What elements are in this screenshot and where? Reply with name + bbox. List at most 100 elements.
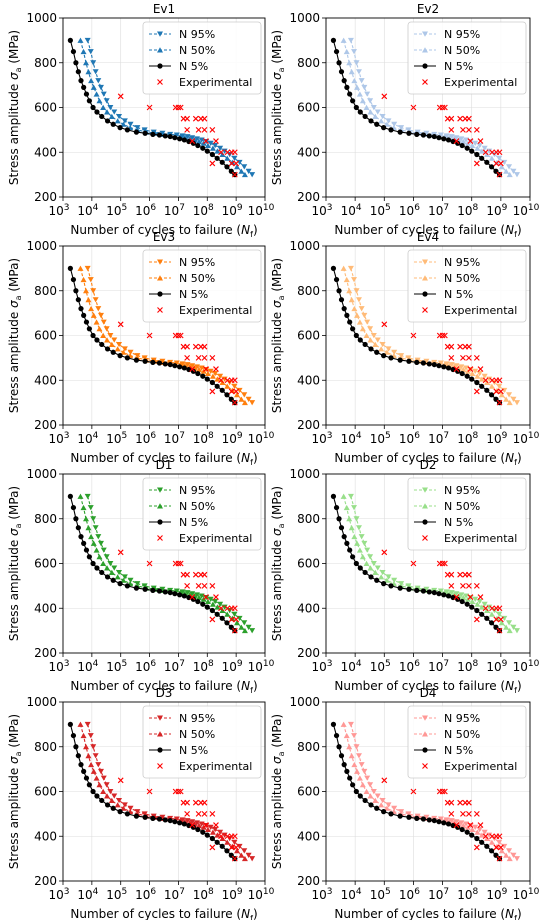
series-n5-point [459,370,465,377]
experimental-point [410,104,417,111]
series-n95-point [514,400,521,406]
experimental-point [117,93,124,100]
series-n50-point [238,396,245,402]
series-n95-point [391,805,398,811]
experimental-point [496,833,503,840]
experimental-point [184,799,191,806]
x-tick-exponent: 10 [263,203,275,213]
x-tick-exponent: 3 [327,203,333,213]
series-n95-point [116,569,123,576]
series-n5-point [190,596,196,602]
series-n95-point [127,805,134,811]
series-n5-point [75,525,81,531]
series-n95-point [476,371,483,377]
series-n5-point [341,762,347,768]
x-axis-label-part: Number of cycles to failure ( [70,223,241,237]
x-tick-label: 106 [135,203,156,218]
x-tick-label: 107 [428,431,449,446]
y-axis-label-part: (MPa) [7,486,21,524]
experimental-point [201,343,208,350]
series-n95-point [92,525,99,531]
series-n5-point [117,809,123,815]
legend-label: N 5% [179,60,208,73]
x-axis-label-part: Number of cycles to failure ( [70,451,241,465]
x-axis-label-part: f [514,230,517,239]
experimental-point [224,605,231,612]
series-n5-point [94,109,100,115]
experimental-point [228,616,235,623]
series-n5-point [464,145,470,151]
x-tick-exponent: 9 [502,431,508,441]
legend-marker [157,79,163,85]
series-n5-point [67,721,73,727]
x-tick-exponent: 5 [385,887,391,897]
series-n50-point [351,77,358,84]
series-n50-point [469,142,476,149]
series-n50-point [90,768,97,774]
series-n5-point [338,753,345,759]
series-n50-point [214,832,221,838]
series-n5-point [75,753,81,759]
series-n5-point [420,588,427,594]
experimental-point [473,844,480,851]
series-n95-point [189,819,196,825]
series-n95-point [193,364,200,370]
series-n50-point [96,782,103,788]
experimental-point [184,354,191,361]
series-n5-point [94,337,100,343]
series-n5-point [75,69,81,75]
series-n95-point [90,516,97,522]
series-n5-point [347,775,353,781]
series-n95-point [217,145,224,151]
series-n5-point [455,368,461,374]
series-n95-point [127,349,134,355]
series-n5-point [150,359,156,365]
series-n95-point [405,811,412,817]
series-n5-point [488,392,495,398]
x-tick-exponent: 4 [356,659,362,669]
experimental-point [466,343,472,350]
experimental-point [448,799,455,806]
y-tick-label: 800 [297,740,320,754]
experimental-point [489,377,495,384]
y-tick-label: 1000 [289,11,320,25]
y-tick-label: 1000 [26,239,57,253]
legend-marker [422,763,428,769]
x-tick-exponent: 3 [64,659,70,669]
series-n5-point [181,365,187,371]
series-n5-point [347,91,353,97]
series-n95-point [367,98,374,104]
series-n95-point [189,135,196,141]
x-tick-label: 104 [341,659,362,674]
series-n5-point [381,353,387,359]
series-n95-point [100,319,107,325]
series-n5-point [110,577,116,583]
series-n95-point [496,155,503,161]
x-axis-label-part: f [514,686,517,695]
x-tick-exponent: 10 [263,659,275,669]
series-n95-point [198,821,205,827]
series-n95-point [367,554,374,560]
series-n5-point [374,805,380,811]
experimental-point [457,799,464,806]
series-n95-point [385,574,392,580]
series-n95-point [364,91,371,97]
series-n95-point [370,333,377,339]
experimental-point [489,149,495,156]
series-n95-point [179,361,186,367]
series-n95-point [448,818,455,824]
series-n95-point [355,69,362,75]
series-n50-point [474,145,481,151]
series-n50-point [346,516,353,522]
series-n5-point [167,589,173,596]
legend-box [407,249,527,323]
series-n50-point [469,826,476,833]
series-n95-point [458,592,465,598]
series-n5-point [368,346,374,352]
x-tick-label: 105 [106,887,127,902]
x-tick-exponent: 6 [414,887,420,897]
series-n50-point [241,855,248,862]
series-n95-point [95,762,102,768]
x-tick-label: 109 [222,431,243,446]
series-n95-point [351,505,358,511]
